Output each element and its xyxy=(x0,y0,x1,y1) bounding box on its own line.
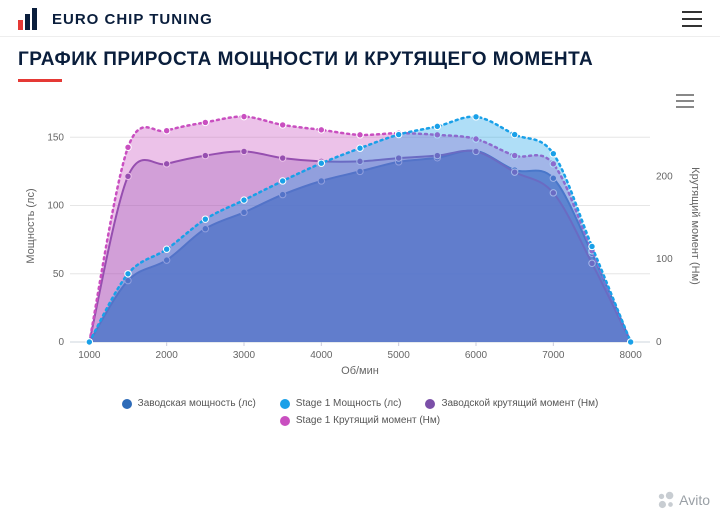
avito-icon xyxy=(657,491,675,509)
svg-text:1000: 1000 xyxy=(78,350,101,361)
legend-label: Заводская мощность (лс) xyxy=(138,398,256,409)
svg-text:50: 50 xyxy=(53,269,65,280)
legend-label: Stage 1 Мощность (лс) xyxy=(296,398,402,409)
svg-text:3000: 3000 xyxy=(233,350,256,361)
chart-container: 0 50 100 150 0 100 200 1000 2000 3000 4000 5000 6000… xyxy=(18,92,702,426)
legend-item[interactable]: Stage 1 Крутящий момент (Нм) xyxy=(280,415,440,426)
legend-label: Stage 1 Крутящий момент (Нм) xyxy=(296,415,440,426)
legend-item[interactable]: Stage 1 Мощность (лс) xyxy=(280,398,402,409)
content: ГРАФИК ПРИРОСТА МОЩНОСТИ И КРУТЯЩЕГО МОМ… xyxy=(0,37,720,426)
svg-text:100: 100 xyxy=(47,201,64,212)
svg-text:7000: 7000 xyxy=(542,350,565,361)
watermark-label: Avito xyxy=(679,492,710,508)
legend-item[interactable]: Заводской крутящий момент (Нм) xyxy=(425,398,598,409)
legend-marker xyxy=(280,399,290,409)
svg-text:0: 0 xyxy=(656,337,662,348)
logo[interactable]: EURO CHIP TUNING xyxy=(18,8,213,30)
svg-text:Об/мин: Об/мин xyxy=(341,365,379,377)
svg-text:200: 200 xyxy=(656,171,673,182)
menu-button[interactable] xyxy=(682,11,702,27)
svg-text:100: 100 xyxy=(656,254,673,265)
header: EURO CHIP TUNING xyxy=(0,0,720,37)
svg-text:Крутящий момент (Нм): Крутящий момент (Нм) xyxy=(689,167,701,285)
svg-text:5000: 5000 xyxy=(388,350,411,361)
svg-text:0: 0 xyxy=(58,337,64,348)
legend-marker xyxy=(425,399,435,409)
svg-text:2000: 2000 xyxy=(156,350,179,361)
svg-text:150: 150 xyxy=(47,132,64,143)
logo-icon xyxy=(18,8,44,30)
page-title: ГРАФИК ПРИРОСТА МОЩНОСТИ И КРУТЯЩЕГО МОМ… xyxy=(18,49,702,71)
svg-text:4000: 4000 xyxy=(310,350,333,361)
svg-text:8000: 8000 xyxy=(620,350,643,361)
svg-text:Мощность (лс): Мощность (лс) xyxy=(25,188,37,263)
svg-text:6000: 6000 xyxy=(465,350,488,361)
legend-item[interactable]: Заводская мощность (лс) xyxy=(122,398,256,409)
logo-text: EURO CHIP TUNING xyxy=(52,11,213,28)
watermark: Avito xyxy=(657,491,710,509)
legend-marker xyxy=(122,399,132,409)
chart-menu-button[interactable] xyxy=(676,94,694,108)
chart-legend: Заводская мощность (лс) Stage 1 Мощность … xyxy=(18,398,702,426)
title-underline xyxy=(18,79,62,82)
legend-label: Заводской крутящий момент (Нм) xyxy=(441,398,598,409)
power-torque-chart: 0 50 100 150 0 100 200 1000 2000 3000 4000 5000 6000… xyxy=(18,92,702,392)
legend-marker xyxy=(280,416,290,426)
